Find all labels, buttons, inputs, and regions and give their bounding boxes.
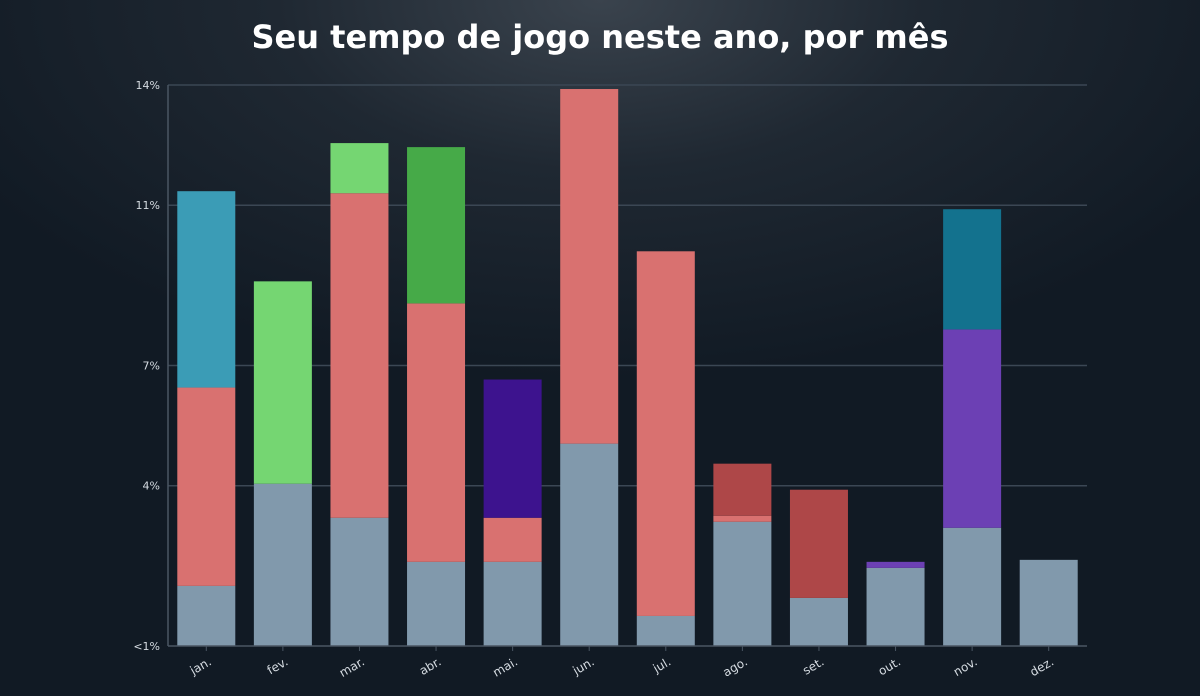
- bar-segment: [866, 567, 925, 646]
- x-axis-ticks: jan. fev. mar. abr. mai. jun. jul. ago. set. out.…: [187, 654, 1056, 679]
- bar-segment: [483, 561, 542, 646]
- bar-segment: [636, 615, 695, 646]
- x-tick-label: dez.: [1027, 654, 1056, 679]
- bar-segment: [330, 143, 389, 194]
- x-tick-label: jul.: [650, 654, 674, 676]
- bar-segment: [713, 521, 772, 646]
- bar-segment: [713, 463, 772, 516]
- bar-segment: [177, 387, 236, 586]
- bar-segment: [943, 209, 1002, 330]
- bar-segment: [943, 329, 1002, 528]
- bar-segment: [177, 585, 236, 646]
- x-tick-label: jan.: [187, 654, 214, 678]
- bar-segment: [560, 443, 619, 646]
- bar-segment: [483, 379, 542, 518]
- bar-segment: [407, 303, 466, 562]
- y-tick-label: 14%: [136, 79, 160, 92]
- y-tick-label: 7%: [143, 360, 160, 373]
- y-tick-label: 11%: [136, 199, 160, 212]
- bar-segment: [713, 515, 772, 522]
- x-tick-label: mar.: [337, 654, 367, 679]
- x-tick-label: nov.: [951, 654, 980, 679]
- bars: [177, 89, 1078, 646]
- bar-segment: [330, 193, 389, 518]
- x-tick-label: fev.: [265, 654, 291, 677]
- y-axis-ticks: <1% 4% 7% 11% 14%: [133, 79, 160, 653]
- bar-segment: [483, 517, 542, 562]
- bar-segment: [866, 561, 925, 568]
- x-tick-label: out.: [876, 654, 903, 678]
- y-tick-label: 4%: [143, 480, 160, 493]
- bar-segment: [177, 191, 236, 388]
- bar-segment: [943, 527, 1002, 646]
- bar-segment: [789, 597, 848, 646]
- chart-title: Seu tempo de jogo neste ano, por mês: [251, 18, 949, 56]
- y-tick-label: <1%: [133, 640, 160, 653]
- axes: [167, 85, 1087, 651]
- grid-lines: [168, 84, 1087, 487]
- x-tick-label: set.: [800, 654, 826, 677]
- bar-segment: [407, 147, 466, 304]
- x-tick-label: abr.: [417, 654, 444, 677]
- x-tick-label: jun.: [569, 654, 596, 678]
- bar-segment: [636, 251, 695, 616]
- bar-segment: [1019, 559, 1078, 646]
- bar-segment: [789, 489, 848, 598]
- x-tick-label: mai.: [490, 654, 520, 679]
- bar-segment: [253, 483, 312, 646]
- x-tick-label: ago.: [720, 654, 749, 679]
- bar-segment: [330, 517, 389, 646]
- bar-segment: [407, 561, 466, 646]
- bar-segment: [253, 281, 312, 484]
- bar-segment: [560, 89, 619, 444]
